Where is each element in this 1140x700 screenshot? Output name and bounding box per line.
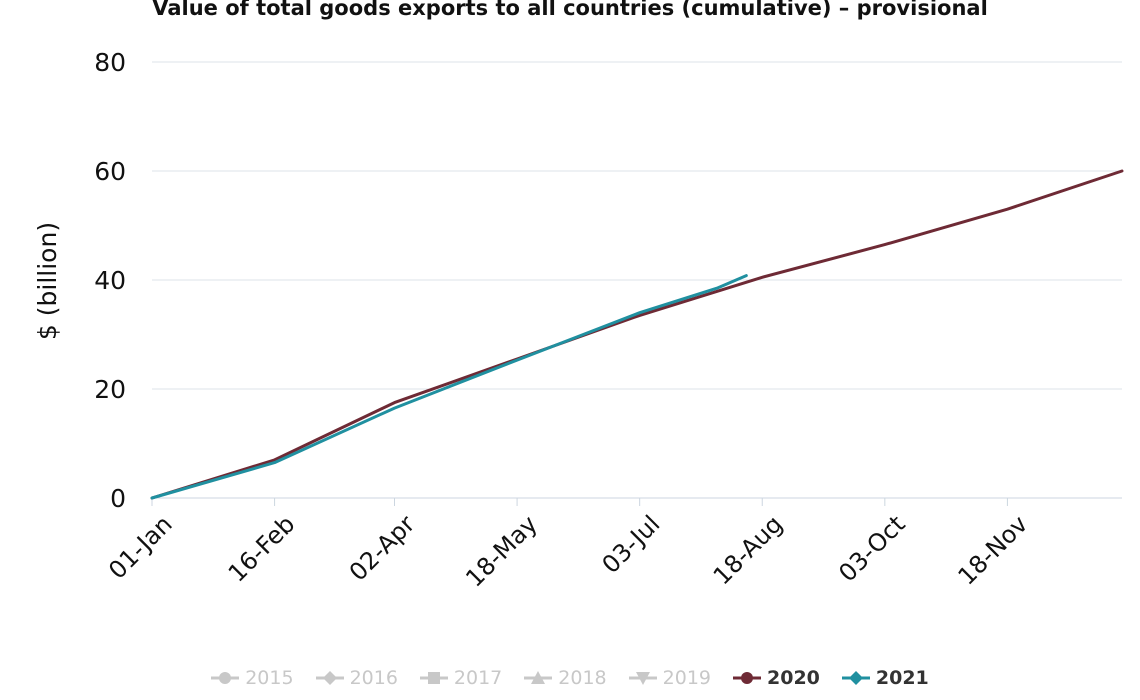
circle-marker-icon — [211, 672, 240, 684]
legend-label: 2016 — [349, 667, 398, 689]
legend-label: 2017 — [453, 667, 503, 689]
series-lines — [150, 169, 1124, 500]
legend-label: 2020 — [767, 667, 820, 689]
x-tick-label: 16-Feb — [223, 510, 301, 588]
x-tick-label: 18-Nov — [953, 510, 1034, 591]
triangle-marker-icon — [524, 671, 553, 684]
y-tick-label: 0 — [110, 484, 126, 513]
y-axis-ticks: 0 20 40 60 80 — [94, 48, 126, 513]
x-tick-label: 02-Apr — [344, 510, 421, 587]
diamond-marker-icon — [315, 671, 344, 685]
x-tick-label: 18-Aug — [708, 510, 788, 590]
legend-label: 2019 — [662, 667, 711, 689]
square-marker-icon — [419, 672, 448, 684]
legend-item-2020[interactable]: 2020 — [733, 667, 820, 689]
y-tick-label: 60 — [94, 157, 126, 186]
y-tick-label: 20 — [94, 375, 126, 404]
x-tick-label: 18-May — [460, 510, 543, 593]
y-tick-label: 80 — [94, 48, 126, 77]
x-tick-label: 03-Jul — [597, 510, 666, 579]
legend-label: 2015 — [245, 667, 294, 689]
legend: 2015 2016 2017 2018 2019 2020 2021 — [0, 663, 1140, 693]
legend-label: 2018 — [558, 667, 607, 689]
y-axis-label: $ (billion) — [33, 222, 62, 340]
diamond-marker-icon — [841, 671, 870, 685]
triangle-down-marker-icon — [628, 672, 657, 685]
x-axis-ticks: 01-Jan 16-Feb 02-Apr 18-May 03-Jul 18-Aug 03-O… — [103, 498, 1033, 593]
x-tick-label: 03-Oct — [833, 510, 910, 587]
legend-label: 2021 — [875, 667, 929, 689]
series-line-2020 — [150, 169, 1124, 500]
gridlines — [152, 61, 1122, 499]
legend-item-2019[interactable]: 2019 — [628, 667, 711, 689]
legend-item-2021[interactable]: 2021 — [841, 667, 929, 689]
series-line-2021 — [150, 274, 748, 500]
circle-marker-icon — [733, 672, 761, 684]
legend-item-2017[interactable]: 2017 — [419, 667, 503, 689]
legend-item-2016[interactable]: 2016 — [315, 667, 398, 689]
chart-title: Value of total goods exports to all coun… — [152, 0, 988, 20]
legend-item-2018[interactable]: 2018 — [524, 667, 607, 689]
y-tick-label: 40 — [94, 266, 126, 295]
line-chart: 0 20 40 60 80 01-Jan 16-Feb 02-Apr 18-May 03-Jul… — [33, 48, 1124, 593]
legend-item-2015[interactable]: 2015 — [211, 667, 294, 689]
x-tick-label: 01-Jan — [103, 510, 178, 585]
